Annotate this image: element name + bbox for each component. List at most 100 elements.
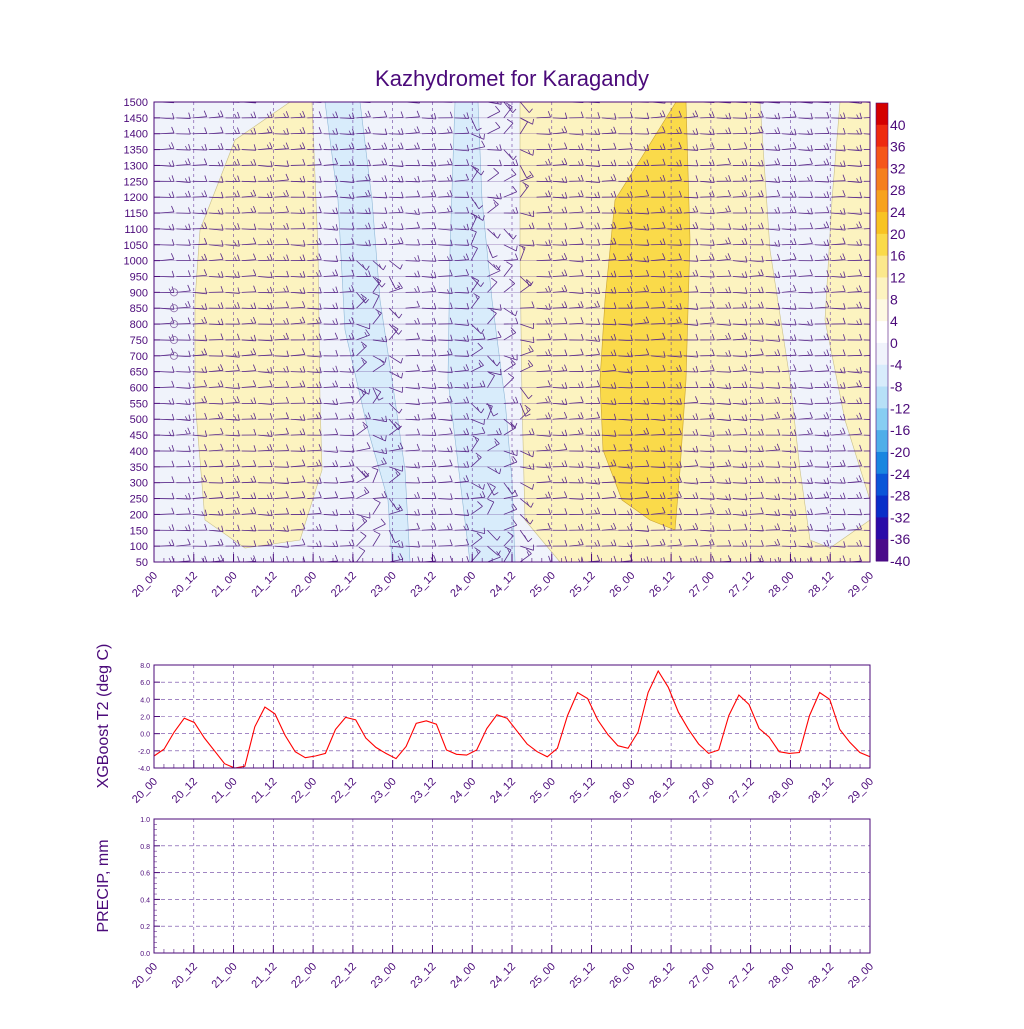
colorbar-bin bbox=[876, 387, 888, 409]
precip-tick-label: 0.0 bbox=[140, 951, 150, 958]
colorbar-label: 24 bbox=[890, 204, 906, 220]
colorbar-label: 28 bbox=[890, 182, 906, 198]
colorbar-bin bbox=[876, 125, 888, 147]
colorbar-label: -20 bbox=[890, 444, 910, 460]
time-tick-label: 25_00 bbox=[528, 570, 558, 600]
wind-barb-flag bbox=[873, 177, 875, 181]
height-tick-label: 1400 bbox=[124, 129, 148, 141]
colorbar-label: -40 bbox=[890, 553, 910, 569]
colorbar-bin bbox=[876, 168, 888, 190]
time-tick-label: 25_00 bbox=[528, 776, 558, 806]
wind-barb-flag bbox=[349, 98, 351, 102]
wind-barb-flag bbox=[385, 95, 387, 101]
wind-barb-flag bbox=[873, 369, 875, 373]
time-tick-label: 20_00 bbox=[130, 570, 160, 600]
time-tick-label: 28_00 bbox=[766, 961, 796, 991]
colorbar-label: -16 bbox=[890, 422, 910, 438]
t2-tick-label: 4.0 bbox=[140, 697, 150, 704]
wind-barb-flag bbox=[873, 305, 875, 309]
colorbar-label: -8 bbox=[890, 379, 903, 395]
colorbar-bin bbox=[876, 190, 888, 212]
wind-barb-flag bbox=[873, 463, 875, 467]
wind-barb-flag bbox=[873, 543, 875, 547]
precip-tick-label: 1.0 bbox=[140, 817, 150, 824]
t2-y-axis: 8.06.04.02.00.0-2.0-4.0 bbox=[138, 663, 160, 773]
precip-grid bbox=[154, 819, 870, 953]
height-tick-label: 800 bbox=[130, 319, 148, 331]
height-tick-label: 950 bbox=[130, 271, 148, 283]
wind-barb-flag bbox=[303, 96, 305, 102]
wind-barb-flag bbox=[630, 95, 633, 101]
time-tick-label: 25_12 bbox=[568, 776, 598, 806]
colorbar-label: 20 bbox=[890, 226, 906, 242]
height-tick-label: 450 bbox=[130, 430, 148, 442]
t2-tick-label: 2.0 bbox=[140, 715, 150, 722]
colorbar-bin bbox=[876, 103, 888, 125]
time-tick-label: 27_00 bbox=[687, 961, 717, 991]
colorbar-label: -28 bbox=[890, 488, 910, 504]
wind-barb-flag bbox=[467, 96, 469, 102]
wind-barb-flag bbox=[335, 95, 337, 101]
colorbar-label: 12 bbox=[890, 269, 906, 285]
wind-barb-flag bbox=[565, 96, 567, 102]
wind-barb-flag bbox=[677, 98, 679, 102]
height-tick-label: 1450 bbox=[124, 113, 148, 125]
wind-barb-flag bbox=[284, 97, 286, 101]
time-tick-label: 22_12 bbox=[329, 961, 359, 991]
height-tick-label: 650 bbox=[130, 367, 148, 379]
colorbar-bin bbox=[876, 539, 888, 561]
wind-barb-flag bbox=[382, 97, 384, 101]
height-tick-label: 1150 bbox=[124, 208, 148, 220]
time-tick-label: 23_12 bbox=[408, 570, 438, 600]
precip-y-axis: 1.00.80.60.40.20.0 bbox=[140, 817, 160, 958]
time-tick-label: 23_12 bbox=[408, 961, 438, 991]
time-tick-label: 22_12 bbox=[329, 776, 359, 806]
t2-grid bbox=[154, 665, 870, 768]
time-tick-label: 24_00 bbox=[448, 776, 478, 806]
wind-barb-flag bbox=[478, 91, 480, 95]
wind-barb-flag bbox=[401, 95, 404, 101]
time-tick-label: 21_12 bbox=[249, 570, 279, 600]
colorbar-bin bbox=[876, 474, 888, 496]
colorbar-bin bbox=[876, 321, 888, 343]
time-tick-label: 24_12 bbox=[488, 570, 518, 600]
colorbar-bin bbox=[876, 256, 888, 278]
colorbar-bin bbox=[876, 365, 888, 387]
precip-tick-label: 0.2 bbox=[140, 924, 150, 931]
time-tick-label: 28_00 bbox=[766, 570, 796, 600]
wind-barb-flag bbox=[286, 95, 288, 101]
wind-barb-flag bbox=[873, 288, 875, 292]
t2-tick-label: 0.0 bbox=[140, 732, 150, 739]
precip-tick-label: 0.8 bbox=[140, 844, 150, 851]
wind-barb-flag bbox=[548, 95, 550, 101]
colorbar-label: 36 bbox=[890, 139, 906, 155]
wind-barb-flag bbox=[352, 96, 354, 102]
time-tick-label: 23_00 bbox=[369, 776, 399, 806]
time-tick-label: 27_00 bbox=[687, 776, 717, 806]
wind-barb-flag bbox=[300, 98, 302, 102]
height-tick-label: 300 bbox=[130, 478, 148, 490]
colorbar-label: 0 bbox=[890, 335, 898, 351]
colorbar-bin bbox=[876, 234, 888, 256]
colorbar-bin bbox=[876, 343, 888, 365]
time-tick-label: 26_12 bbox=[647, 570, 677, 600]
time-tick-label: 23_12 bbox=[408, 776, 438, 806]
wind-barb-flag bbox=[238, 96, 240, 102]
wind-barb-flag bbox=[794, 96, 796, 102]
wind-barb-flag bbox=[693, 97, 695, 101]
colorbar-label: 32 bbox=[890, 160, 906, 176]
height-tick-label: 900 bbox=[130, 287, 148, 299]
height-tick-label: 100 bbox=[130, 541, 148, 553]
height-tick-label: 1350 bbox=[124, 145, 148, 157]
time-tick-label: 29_00 bbox=[846, 570, 876, 600]
wind-barb-flag bbox=[873, 510, 875, 514]
wind-barb-flag bbox=[679, 96, 681, 102]
colorbar-bin bbox=[876, 496, 888, 518]
time-tick-label: 29_00 bbox=[846, 961, 876, 991]
colorbar-label: -4 bbox=[890, 357, 903, 373]
wind-barb-flag bbox=[873, 526, 875, 530]
